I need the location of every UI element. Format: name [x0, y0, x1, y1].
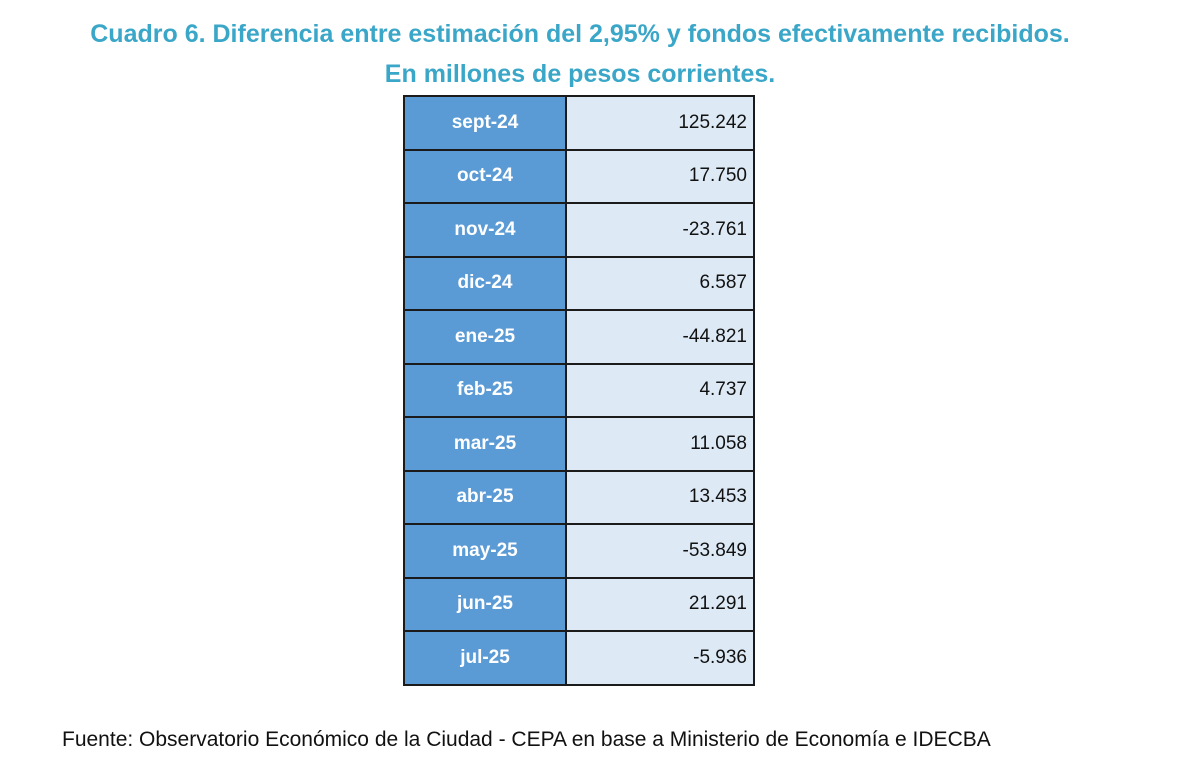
- value-cell: -5.936: [565, 630, 755, 686]
- month-cell: jun-25: [403, 576, 567, 632]
- table-body: sept-24 125.242 oct-24 17.750 nov-24 -23.761 d…: [403, 95, 755, 686]
- month-cell: oct-24: [403, 148, 567, 204]
- month-cell: may-25: [403, 523, 567, 579]
- month-cell: dic-24: [403, 255, 567, 311]
- table-row: jun-25 21.291: [403, 576, 755, 632]
- month-cell: ene-25: [403, 309, 567, 365]
- value-cell: -44.821: [565, 309, 755, 365]
- table-title-line-1: Cuadro 6. Diferencia entre estimación de…: [90, 20, 1070, 48]
- table-row: may-25 -53.849: [403, 523, 755, 579]
- value-cell: 4.737: [565, 362, 755, 418]
- month-cell: abr-25: [403, 469, 567, 525]
- table-row: sept-24 125.242: [403, 95, 755, 151]
- month-cell: sept-24: [403, 95, 567, 151]
- table-title-line-2: En millones de pesos corrientes.: [384, 60, 776, 88]
- table-row: abr-25 13.453: [403, 469, 755, 525]
- value-cell: 13.453: [565, 469, 755, 525]
- table-row: oct-24 17.750: [403, 148, 755, 204]
- month-cell: jul-25: [403, 630, 567, 686]
- table-row: ene-25 -44.821: [403, 309, 755, 365]
- table-row: feb-25 4.737: [403, 362, 755, 418]
- month-cell: nov-24: [403, 202, 567, 258]
- table-row: dic-24 6.587: [403, 255, 755, 311]
- month-cell: mar-25: [403, 416, 567, 472]
- table-row: mar-25 11.058: [403, 416, 755, 472]
- value-cell: 21.291: [565, 576, 755, 632]
- value-cell: 17.750: [565, 148, 755, 204]
- table-title: Cuadro 6. Diferencia entre estimación de…: [0, 14, 1160, 94]
- source-note: Fuente: Observatorio Económico de la Ciu…: [62, 728, 991, 751]
- value-cell: 125.242: [565, 95, 755, 151]
- value-cell: -23.761: [565, 202, 755, 258]
- table-row: nov-24 -23.761: [403, 202, 755, 258]
- table-row: jul-25 -5.936: [403, 630, 755, 686]
- month-cell: feb-25: [403, 362, 567, 418]
- value-cell: 11.058: [565, 416, 755, 472]
- value-cell: 6.587: [565, 255, 755, 311]
- value-cell: -53.849: [565, 523, 755, 579]
- data-table: sept-24 125.242 oct-24 17.750 nov-24 -23.761 d…: [403, 95, 755, 686]
